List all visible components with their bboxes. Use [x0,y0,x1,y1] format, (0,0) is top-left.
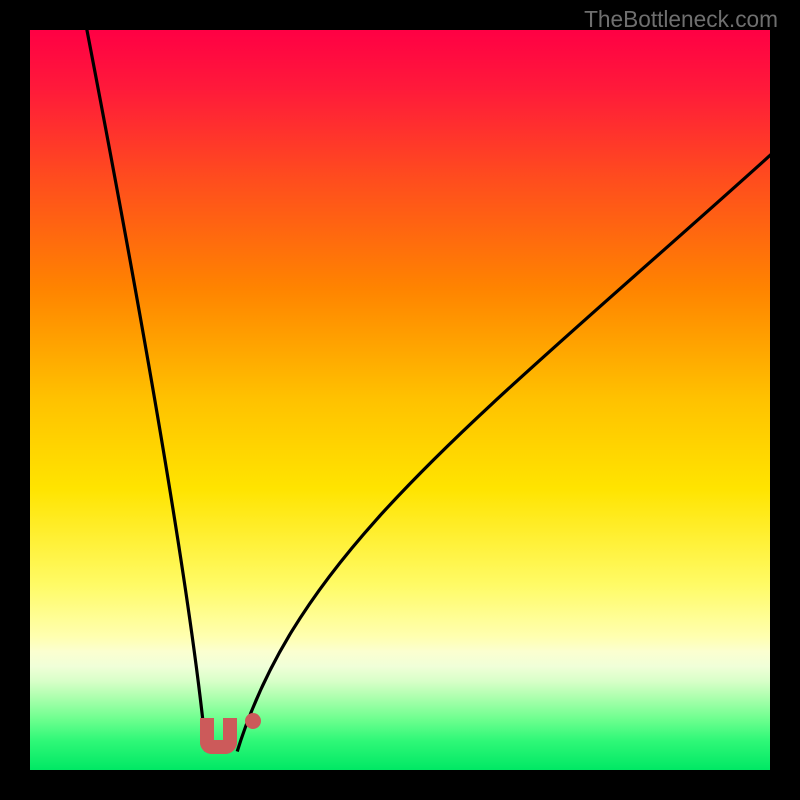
watermark-text: TheBottleneck.com [584,6,778,33]
right-curve [237,152,774,751]
curves-layer [30,30,770,770]
chart-frame: TheBottleneck.com [0,0,800,800]
left-curve [86,23,207,752]
bottleneck-marker [200,718,237,754]
plot-area [30,30,770,770]
